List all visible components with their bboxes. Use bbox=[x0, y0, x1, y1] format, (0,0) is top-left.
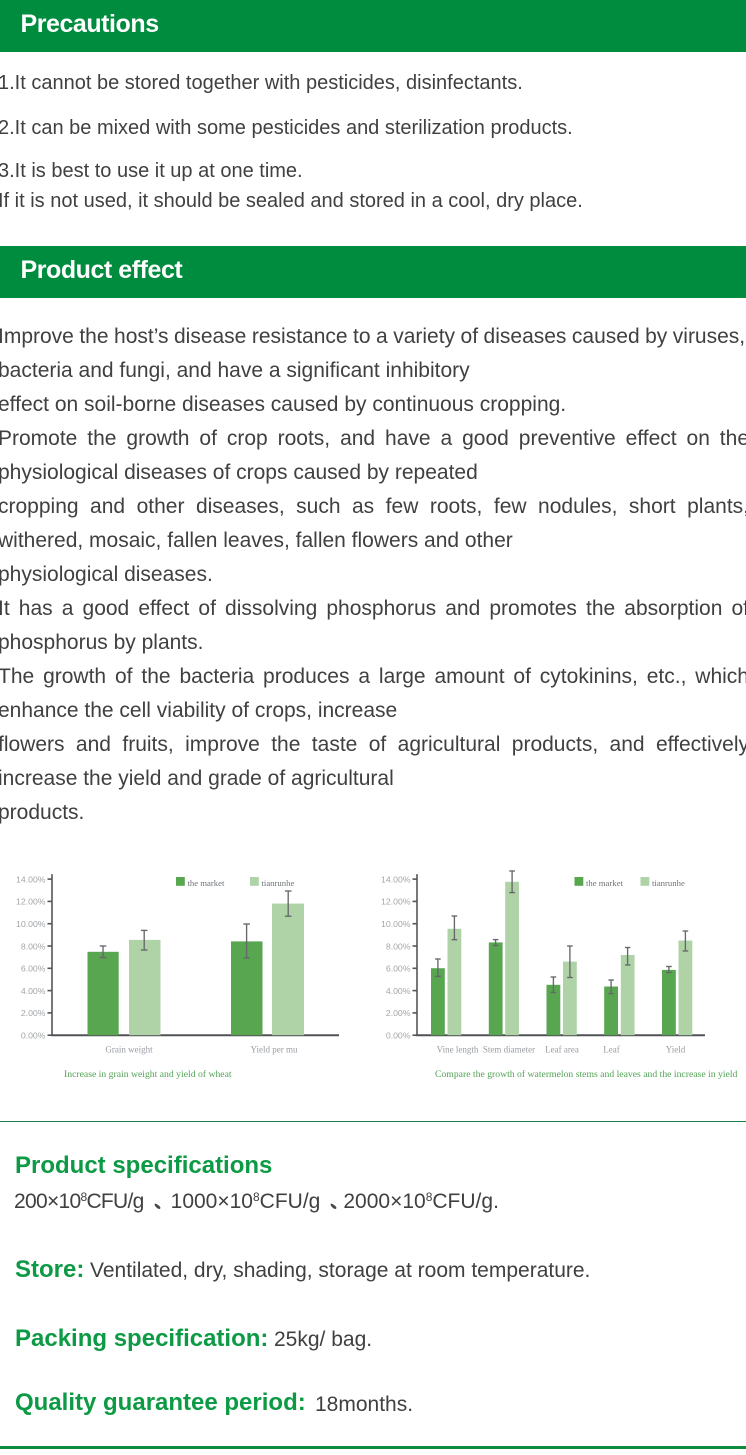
svg-text:tianrunhe: tianrunhe bbox=[652, 878, 685, 888]
svg-text:12.00%: 12.00% bbox=[381, 897, 411, 907]
svg-text:Increase in grain weight and y: Increase in grain weight and yield of wh… bbox=[64, 1069, 232, 1080]
svg-text:Leaf: Leaf bbox=[603, 1044, 619, 1054]
svg-text:4.00%: 4.00% bbox=[21, 986, 46, 996]
svg-text:8.00%: 8.00% bbox=[21, 941, 46, 951]
svg-text:6.00%: 6.00% bbox=[21, 964, 46, 974]
svg-text:2.00%: 2.00% bbox=[386, 1008, 411, 1018]
svg-text:14.00%: 14.00% bbox=[16, 874, 46, 884]
svg-text:4.00%: 4.00% bbox=[386, 986, 411, 996]
svg-text:12.00%: 12.00% bbox=[16, 897, 46, 907]
svg-text:8.00%: 8.00% bbox=[386, 941, 411, 951]
svg-text:Stem diameter: Stem diameter bbox=[483, 1044, 535, 1054]
svg-text:Yield: Yield bbox=[666, 1044, 686, 1054]
svg-text:10.00%: 10.00% bbox=[381, 919, 411, 929]
svg-text:0.00%: 0.00% bbox=[21, 1031, 46, 1041]
svg-text:Leaf area: Leaf area bbox=[545, 1044, 579, 1054]
svg-text:6.00%: 6.00% bbox=[386, 964, 411, 974]
svg-text:Vine length: Vine length bbox=[437, 1044, 479, 1054]
svg-text:the market: the market bbox=[188, 878, 225, 888]
svg-text:Yield per mu: Yield per mu bbox=[251, 1044, 298, 1054]
svg-text:14.00%: 14.00% bbox=[381, 874, 411, 884]
svg-text:10.00%: 10.00% bbox=[16, 919, 46, 929]
svg-text:Grain weight: Grain weight bbox=[105, 1044, 153, 1054]
svg-text:the market: the market bbox=[586, 878, 623, 888]
svg-text:2.00%: 2.00% bbox=[21, 1008, 46, 1018]
svg-text:0.00%: 0.00% bbox=[386, 1031, 411, 1041]
svg-text:tianrunhe: tianrunhe bbox=[262, 878, 295, 888]
svg-text:Compare the growth of watermel: Compare the growth of watermelon stems a… bbox=[435, 1069, 738, 1080]
